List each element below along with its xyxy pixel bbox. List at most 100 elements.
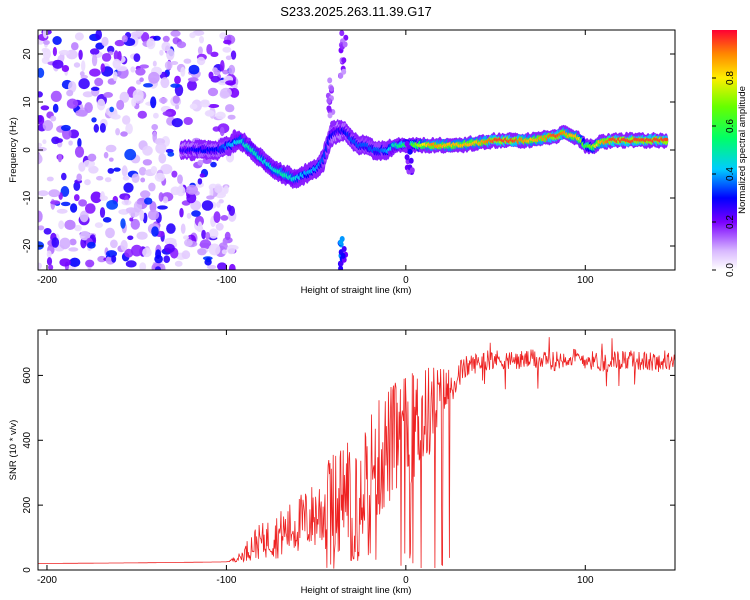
noise-speckle <box>162 35 170 43</box>
noise-speckle <box>90 86 100 91</box>
feature-blob <box>326 97 332 104</box>
noise-speckle <box>125 207 137 214</box>
noise-speckle <box>93 123 100 133</box>
noise-speckle <box>121 165 128 177</box>
noise-speckle <box>138 166 147 176</box>
noise-speckle <box>154 254 163 264</box>
noise-speckle <box>104 177 112 183</box>
snr-panel: -200 -100 0 100 0 200 400 600 Height of straig… <box>8 329 676 596</box>
noise-speckle <box>40 105 50 111</box>
noise-speckle <box>79 71 85 77</box>
x-tick-label: -100 <box>216 275 236 286</box>
noise-speckle <box>136 200 144 205</box>
noise-speckle <box>160 77 170 89</box>
noise-speckle <box>48 264 54 270</box>
noise-speckle <box>59 237 71 250</box>
noise-speckle <box>174 75 181 85</box>
spectrogram-data <box>38 30 669 270</box>
noise-speckle <box>109 106 114 113</box>
noise-speckle <box>174 260 183 267</box>
noise-speckle <box>199 239 212 250</box>
noise-speckle <box>127 235 134 241</box>
noise-speckle <box>119 209 127 215</box>
x-tick-label: 100 <box>577 575 594 586</box>
noise-speckle <box>189 103 198 110</box>
noise-speckle <box>85 259 95 268</box>
noise-speckle <box>187 80 197 91</box>
noise-speckle <box>155 266 161 270</box>
noise-speckle <box>100 63 106 73</box>
noise-speckle <box>90 48 100 55</box>
noise-speckle <box>177 174 183 184</box>
noise-speckle <box>38 210 43 223</box>
noise-speckle <box>95 30 102 40</box>
noise-speckle <box>228 64 236 75</box>
noise-speckle <box>142 145 153 156</box>
colorbar-tick-label: 0.6 <box>725 119 736 133</box>
noise-speckle <box>111 255 117 263</box>
feature-blob <box>330 120 336 127</box>
noise-speckle <box>112 71 118 82</box>
noise-speckle <box>166 48 175 61</box>
noise-speckle <box>120 239 128 252</box>
noise-speckle <box>52 46 58 57</box>
spectrogram-y-label: Frequency (Hz) <box>8 117 19 182</box>
noise-speckle <box>95 42 105 50</box>
noise-speckle <box>74 224 82 232</box>
noise-speckle <box>43 40 50 45</box>
noise-speckle <box>228 263 236 270</box>
noise-speckle <box>77 138 82 148</box>
noise-speckle <box>84 102 93 114</box>
noise-speckle <box>121 199 132 206</box>
noise-speckle <box>74 146 85 158</box>
x-tick-label: -200 <box>37 575 57 586</box>
noise-speckle <box>113 50 119 61</box>
noise-speckle <box>201 229 207 240</box>
noise-speckle <box>96 175 104 181</box>
noise-speckle <box>139 262 147 270</box>
noise-speckle <box>180 66 186 77</box>
noise-speckle <box>115 128 120 136</box>
noise-speckle <box>153 35 161 41</box>
feature-blob <box>338 265 344 270</box>
noise-speckle <box>176 41 187 49</box>
noise-speckle <box>199 173 205 178</box>
noise-speckle <box>89 68 101 77</box>
snr-series-line <box>38 337 675 569</box>
noise-speckle <box>50 115 57 122</box>
noise-speckle <box>147 209 160 221</box>
noise-speckle <box>150 166 158 174</box>
noise-speckle <box>46 176 54 182</box>
noise-speckle <box>99 123 106 133</box>
noise-speckle <box>97 255 107 263</box>
noise-speckle <box>183 235 189 240</box>
noise-speckle <box>52 103 59 113</box>
noise-speckle <box>114 39 125 47</box>
noise-speckle <box>38 91 43 98</box>
noise-speckle <box>216 201 221 208</box>
noise-speckle <box>139 64 149 69</box>
feature-blob <box>408 157 414 164</box>
noise-speckle <box>94 222 103 229</box>
noise-speckle <box>208 104 220 108</box>
noise-speckle <box>130 66 136 73</box>
y-tick-label: 0 <box>22 567 33 573</box>
noise-speckle <box>73 181 81 191</box>
noise-speckle <box>78 49 83 60</box>
noise-speckle <box>55 138 63 143</box>
noise-speckle <box>131 173 140 183</box>
noise-speckle <box>132 89 144 101</box>
y-tick-label: 20 <box>22 48 33 60</box>
noise-speckle <box>60 201 71 207</box>
colorbar-tick-label: 0.2 <box>725 215 736 229</box>
noise-speckle <box>38 115 45 125</box>
noise-speckle <box>52 36 62 45</box>
noise-speckle <box>96 98 106 111</box>
spectrogram-y-ticks: -20 -10 0 10 20 <box>22 48 675 253</box>
noise-speckle <box>87 241 96 249</box>
feature-blob <box>407 148 413 155</box>
noise-speckle <box>101 36 109 47</box>
noise-speckle <box>152 60 157 67</box>
noise-speckle <box>78 199 87 207</box>
noise-speckle <box>88 165 99 174</box>
